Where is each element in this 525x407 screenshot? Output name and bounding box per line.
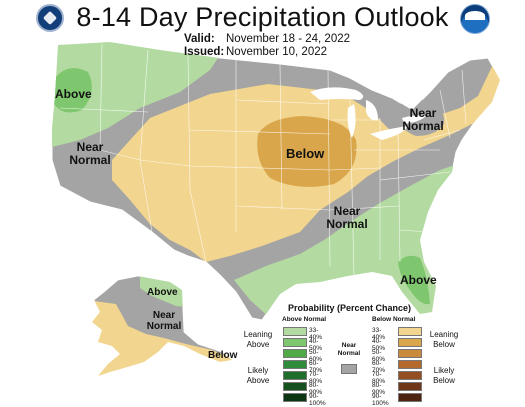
legend-below-range: 70-80%: [372, 371, 386, 385]
valid-label: Valid:: [184, 33, 215, 45]
legend-likely-below: Likely Below: [433, 366, 455, 385]
legend-above-swatch: [283, 327, 307, 336]
page-title: 8-14 Day Precipitation Outlook: [76, 2, 449, 32]
legend-above-range: 80-90%: [309, 382, 323, 396]
legend-title: Probability (Percent Chance): [288, 303, 412, 313]
legend-above-range: 33-40%: [309, 327, 323, 341]
legend-above-swatch: [283, 382, 307, 391]
legend-above-range: 70-80%: [309, 371, 323, 385]
legend-below-swatch: [398, 327, 422, 336]
northwest-above-40-50-region: [52, 68, 92, 113]
issued-date: November 10, 2022: [226, 46, 328, 58]
label-above-northwest: Above: [55, 87, 92, 101]
legend-above-range: 90-100%: [309, 393, 326, 407]
legend-above-swatch: [283, 360, 307, 369]
northwest-above-region: [52, 42, 230, 150]
commerce-seal-icon: [36, 4, 64, 32]
legend-above-range: 60-70%: [309, 360, 323, 374]
valid-dates: November 18 - 24, 2022: [226, 33, 351, 45]
legend-below-swatch: [398, 360, 422, 369]
valid-dates-line: Valid: November 18 - 24, 2022: [184, 33, 350, 45]
legend-leaning-below: Leaning Below: [429, 330, 459, 349]
legend-above-swatch: [283, 371, 307, 380]
label-near-normal-northeast: Near Normal: [402, 106, 444, 133]
legend-below-swatch: [398, 371, 422, 380]
legend-below-range: 50-60%: [372, 349, 386, 363]
label-above-alaska: Above: [147, 287, 178, 298]
legend-above-swatch: [283, 338, 307, 347]
legend-below-range: 80-90%: [372, 382, 386, 396]
florida-above-40-50-region: [398, 255, 430, 305]
legend-below-swatch: [398, 338, 422, 347]
label-above-florida: Above: [400, 273, 437, 287]
legend-below-header: Below Normal: [372, 316, 416, 323]
issued-label: Issued:: [184, 46, 225, 58]
label-near-normal-west: Near Normal: [69, 140, 111, 167]
noaa-logo-icon: [460, 4, 490, 34]
legend-below-swatch: [398, 393, 422, 402]
legend-below-swatch: [398, 382, 422, 391]
legend-above-swatch: [283, 393, 307, 402]
legend-above-range: 40-50%: [309, 338, 323, 352]
label-below-plains: Below: [286, 146, 325, 161]
legend-near-normal-swatch: [341, 364, 357, 374]
label-below-alaska: Below: [208, 350, 238, 361]
great-lakes: [310, 87, 426, 140]
legend-leaning-above: Leaning Above: [243, 330, 273, 349]
label-near-normal-alaska: Near Normal: [146, 310, 182, 332]
legend-above-range: 50-60%: [309, 349, 323, 363]
issued-date-line: Issued: November 10, 2022: [184, 46, 327, 58]
legend-above-header: Above Normal: [282, 316, 327, 323]
legend-below-range: 33-40%: [372, 327, 386, 341]
legend-below-range: 60-70%: [372, 360, 386, 374]
legend-near-normal-label: Near Normal: [337, 342, 361, 357]
legend-likely-above: Likely Above: [246, 366, 270, 385]
state-boundaries: [59, 43, 467, 277]
label-near-normal-southeast: Near Normal: [326, 204, 368, 231]
legend-below-range: 40-50%: [372, 338, 386, 352]
plains-below-core-region: [257, 116, 357, 187]
legend-below-swatch: [398, 349, 422, 358]
legend-below-range: 90-100%: [372, 393, 389, 407]
legend-above-swatch: [283, 349, 307, 358]
